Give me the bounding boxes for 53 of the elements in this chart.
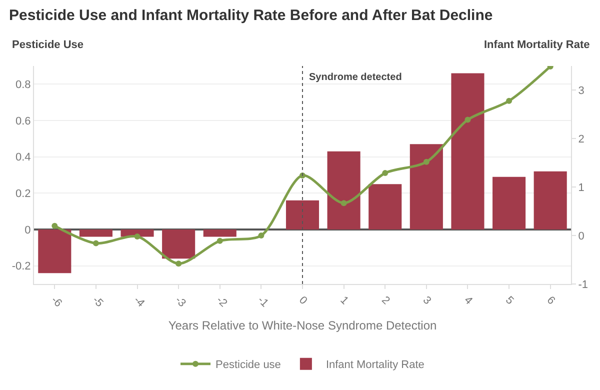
ref-line-label: Syndrome detected xyxy=(309,72,402,83)
y-tick-label: 0 xyxy=(24,224,31,236)
point xyxy=(52,222,58,229)
x-tick-label: -5 xyxy=(90,294,106,310)
point xyxy=(423,158,430,165)
point xyxy=(176,260,182,267)
y-tick-label: 0.4 xyxy=(16,152,31,164)
point xyxy=(506,98,512,104)
point xyxy=(216,238,223,244)
y-tick-label: 0.2 xyxy=(16,188,31,200)
y-tick-label: 0.6 xyxy=(16,115,31,128)
point xyxy=(92,240,99,246)
x-tick-label: 3 xyxy=(420,294,434,308)
chart-title: Pesticide Use and Infant Mortality Rate Before and After Bat Decline xyxy=(9,7,493,24)
y2-tick-label: 2 xyxy=(578,134,584,146)
x-tick-label: -4 xyxy=(131,294,147,310)
x-tick-label: 6 xyxy=(544,294,558,308)
bar xyxy=(162,230,196,259)
y2-tick-label: 0 xyxy=(578,230,584,242)
x-tick-label: -6 xyxy=(48,294,64,310)
bar xyxy=(534,171,567,230)
bar xyxy=(492,176,526,230)
bar xyxy=(368,184,402,230)
y-tick-label: 0.8 xyxy=(16,79,31,92)
y2-tick-label: -1 xyxy=(578,278,588,291)
x-axis-title: Years Relative to White-Nose Syndrome Detection xyxy=(168,318,437,333)
legend-label: Infant Mortality Rate xyxy=(326,359,424,372)
y2-tick-label: 3 xyxy=(578,85,584,98)
bar xyxy=(79,230,112,237)
point xyxy=(382,170,388,176)
legend-label: Pesticide use xyxy=(216,359,281,372)
x-tick-label: 4 xyxy=(462,294,475,308)
x-tick-label: -1 xyxy=(255,294,271,310)
bar xyxy=(327,151,360,230)
point xyxy=(464,116,471,123)
point xyxy=(134,234,140,240)
bar xyxy=(203,230,236,237)
x-tick-label: -2 xyxy=(214,294,230,310)
point xyxy=(258,232,264,239)
bar xyxy=(451,73,484,230)
x-tick-label: 1 xyxy=(338,294,351,308)
point xyxy=(340,200,347,206)
x-tick-label: 0 xyxy=(296,294,310,308)
x-tick-label: 2 xyxy=(379,294,392,308)
x-tick-label: 5 xyxy=(503,294,516,308)
y2-axis-title: Infant Mortality Rate xyxy=(484,39,590,51)
bar xyxy=(286,200,320,230)
bar xyxy=(410,144,443,230)
y-axis-title: Pesticide Use xyxy=(12,39,84,51)
y-tick-label: -0.2 xyxy=(12,260,31,273)
bar xyxy=(38,230,72,274)
y2-tick-label: 1 xyxy=(578,182,584,194)
x-tick-label: -3 xyxy=(172,294,188,310)
